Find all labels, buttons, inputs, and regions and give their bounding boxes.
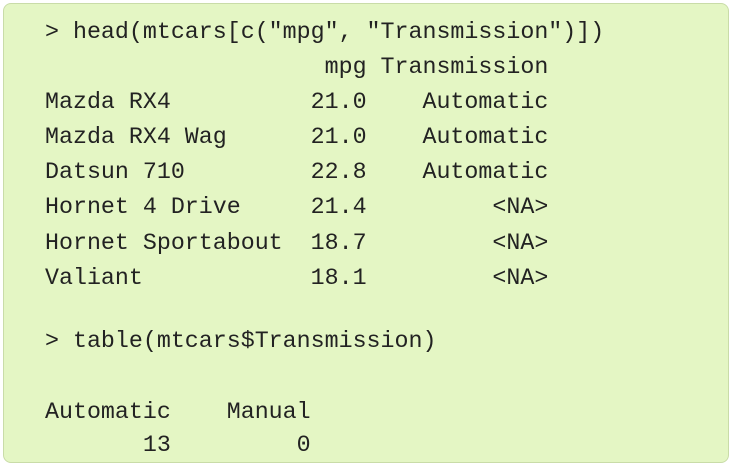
table-row: Mazda RX4 21.0 Automatic (45, 89, 549, 115)
table-row: Datsun 710 22.8 Automatic (45, 159, 549, 185)
table-header: mpg Transmission (45, 54, 549, 80)
table-row: Hornet Sportabout 18.7 <NA> (45, 230, 549, 256)
frequency-header: Automatic Manual (45, 399, 325, 425)
command-head: > head(mtcars[c("mpg", "Transmission")]) (45, 19, 605, 45)
table-row: Hornet 4 Drive 21.4 <NA> (45, 194, 549, 220)
command-table: > table(mtcars$Transmission) (45, 328, 437, 354)
table-row: Valiant 18.1 <NA> (45, 265, 549, 291)
frequency-counts: 13 0 (45, 432, 325, 458)
r-console-output: > head(mtcars[c("mpg", "Transmission")])… (3, 3, 729, 463)
table-row: Mazda RX4 Wag 21.0 Automatic (45, 124, 549, 150)
